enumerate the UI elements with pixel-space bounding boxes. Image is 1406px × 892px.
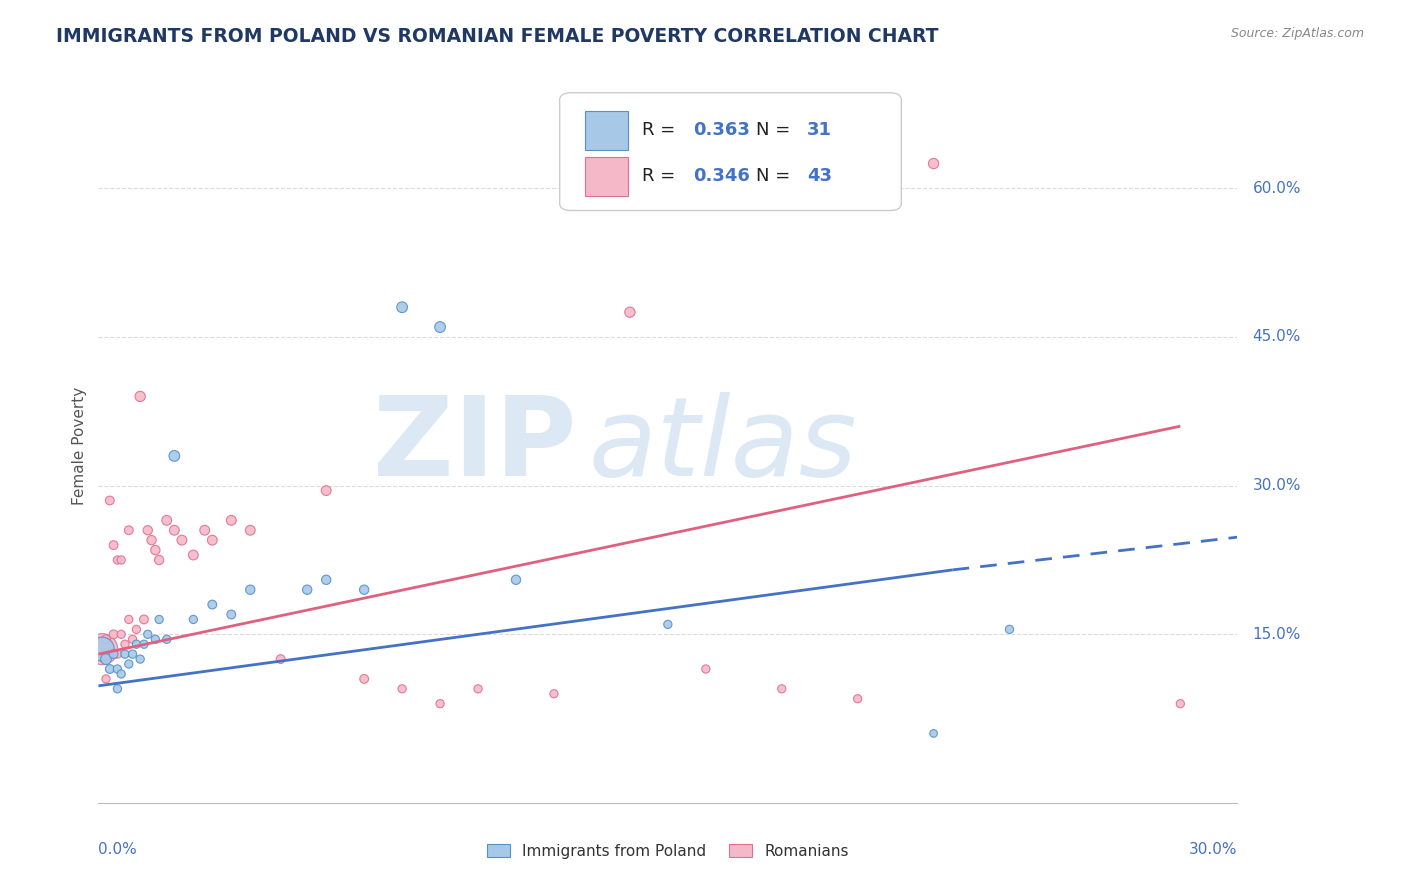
Point	[107, 553, 129, 567]
Point	[118, 523, 141, 537]
Point	[201, 598, 224, 612]
Point	[141, 533, 163, 548]
Point	[353, 672, 375, 686]
Point	[110, 553, 132, 567]
Point	[125, 637, 148, 651]
Text: N =: N =	[755, 168, 796, 186]
Text: 0.363: 0.363	[693, 121, 749, 139]
Text: 30.0%: 30.0%	[1253, 478, 1301, 493]
Point	[107, 681, 129, 696]
Point	[657, 617, 679, 632]
Point	[114, 637, 136, 651]
Point	[98, 647, 121, 661]
Point	[239, 523, 262, 537]
Point	[136, 523, 159, 537]
Text: Source: ZipAtlas.com: Source: ZipAtlas.com	[1230, 27, 1364, 40]
Point	[183, 612, 205, 626]
Text: 60.0%: 60.0%	[1253, 181, 1301, 196]
Bar	[585, 157, 628, 196]
Point	[98, 662, 121, 676]
Point	[1170, 697, 1192, 711]
Text: 0.346: 0.346	[693, 168, 749, 186]
Point	[391, 681, 413, 696]
Point	[94, 652, 117, 666]
Point	[922, 726, 945, 740]
FancyBboxPatch shape	[560, 93, 901, 211]
Point	[315, 483, 337, 498]
Point	[156, 513, 179, 527]
Point	[156, 632, 179, 647]
Point	[121, 647, 143, 661]
Point	[91, 642, 114, 657]
Text: 15.0%: 15.0%	[1253, 627, 1301, 642]
Point	[315, 573, 337, 587]
Point	[132, 637, 155, 651]
Point	[695, 662, 717, 676]
Point	[505, 573, 527, 587]
Point	[467, 681, 489, 696]
Text: IMMIGRANTS FROM POLAND VS ROMANIAN FEMALE POVERTY CORRELATION CHART: IMMIGRANTS FROM POLAND VS ROMANIAN FEMAL…	[56, 27, 939, 45]
Text: 43: 43	[807, 168, 832, 186]
Point	[145, 543, 167, 558]
Point	[121, 632, 143, 647]
Point	[221, 607, 243, 622]
Point	[297, 582, 319, 597]
Point	[170, 533, 193, 548]
Text: R =: R =	[641, 168, 681, 186]
Point	[270, 652, 292, 666]
Point	[103, 627, 125, 641]
Point	[125, 623, 148, 637]
Point	[998, 623, 1021, 637]
Point	[110, 627, 132, 641]
Point	[239, 582, 262, 597]
Text: 0.0%: 0.0%	[98, 842, 138, 857]
Point	[118, 657, 141, 671]
Point	[163, 449, 186, 463]
Point	[429, 697, 451, 711]
Point	[107, 662, 129, 676]
Point	[770, 681, 793, 696]
Text: 45.0%: 45.0%	[1253, 329, 1301, 344]
Point	[353, 582, 375, 597]
Point	[91, 642, 114, 657]
Point	[129, 652, 152, 666]
Point	[922, 156, 945, 170]
Point	[221, 513, 243, 527]
Point	[391, 300, 413, 314]
Point	[118, 612, 141, 626]
Point	[129, 389, 152, 403]
Point	[201, 533, 224, 548]
Text: 31: 31	[807, 121, 832, 139]
Text: 30.0%: 30.0%	[1189, 842, 1237, 857]
Point	[136, 627, 159, 641]
Point	[107, 647, 129, 661]
Point	[114, 647, 136, 661]
Point	[429, 320, 451, 334]
Point	[183, 548, 205, 562]
Point	[148, 612, 170, 626]
Point	[110, 667, 132, 681]
Point	[619, 305, 641, 319]
Point	[98, 493, 121, 508]
Y-axis label: Female Poverty: Female Poverty	[72, 387, 87, 505]
Bar	[585, 111, 628, 150]
Point	[94, 672, 117, 686]
Text: R =: R =	[641, 121, 681, 139]
Point	[846, 691, 869, 706]
Point	[163, 523, 186, 537]
Point	[194, 523, 217, 537]
Legend: Immigrants from Poland, Romanians: Immigrants from Poland, Romanians	[479, 836, 856, 866]
Point	[103, 647, 125, 661]
Point	[132, 612, 155, 626]
Text: atlas: atlas	[588, 392, 856, 500]
Point	[148, 553, 170, 567]
Point	[145, 632, 167, 647]
Point	[94, 632, 117, 647]
Point	[543, 687, 565, 701]
Text: N =: N =	[755, 121, 796, 139]
Text: ZIP: ZIP	[374, 392, 576, 500]
Point	[103, 538, 125, 552]
